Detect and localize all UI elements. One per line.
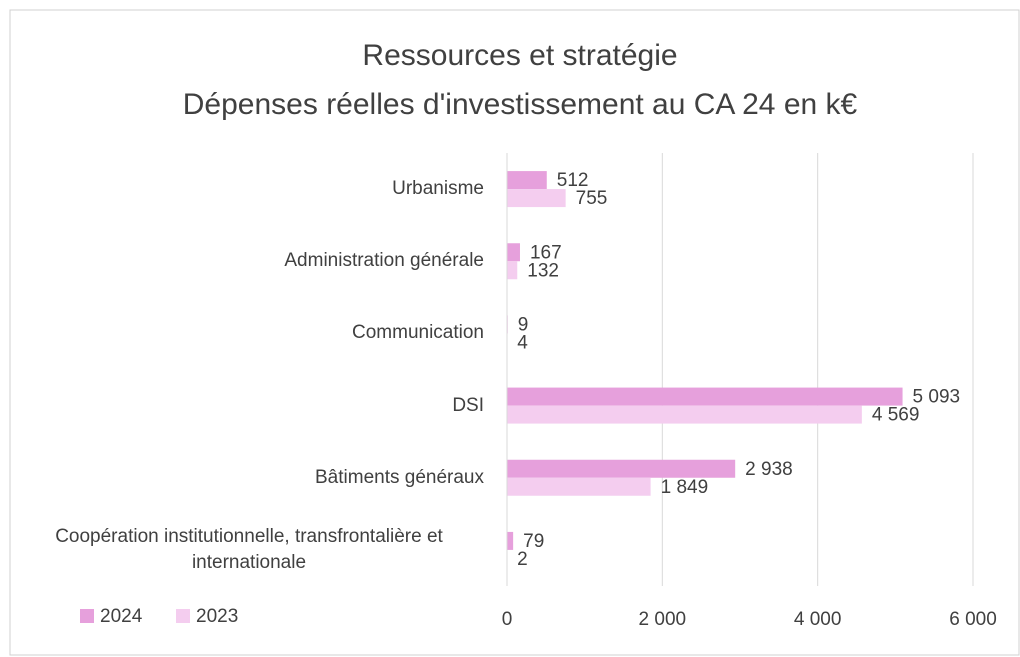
value-label: 4 569: [872, 405, 920, 426]
legend-swatch: [176, 609, 190, 623]
legend-label: 2023: [196, 606, 238, 627]
bar: [507, 261, 518, 280]
value-label: 512: [557, 170, 589, 191]
bar: [507, 189, 566, 208]
bar: [507, 171, 547, 190]
bar: [507, 459, 736, 478]
bar: [507, 387, 903, 406]
value-label: 4: [517, 332, 528, 353]
chart-title: Ressources et stratégie: [362, 39, 677, 72]
x-tick-label: 0: [502, 609, 513, 630]
x-tick-label: 6 000: [949, 609, 997, 630]
chart-frame: [9, 9, 1020, 656]
legend-label: 2024: [100, 606, 143, 627]
bar: [507, 477, 651, 496]
y-tick-label: Administration générale: [284, 250, 484, 272]
value-label: 2 938: [745, 459, 793, 480]
value-label: 1 849: [661, 477, 709, 498]
value-label: 167: [530, 242, 562, 263]
legend-swatch: [80, 609, 94, 623]
value-label: 755: [576, 188, 608, 209]
value-label: 2: [517, 549, 528, 570]
bar: [507, 531, 514, 550]
bar: [507, 243, 520, 262]
x-tick-label: 2 000: [639, 609, 687, 630]
value-label: 132: [527, 260, 559, 281]
bar: [507, 405, 862, 424]
chart-subtitle: Dépenses réelles d'investissement au CA …: [183, 88, 858, 121]
value-label: 5 093: [913, 387, 961, 408]
value-label: 79: [523, 531, 544, 552]
y-tick-label: DSI: [452, 394, 484, 416]
y-tick-label: Communication: [352, 322, 484, 344]
y-tick-label: Bâtiments généraux: [315, 466, 484, 488]
y-tick-label: Urbanisme: [392, 178, 484, 200]
y-tick-label: Coopération institutionnelle, transfront…: [55, 525, 443, 573]
x-tick-label: 4 000: [794, 609, 842, 630]
value-label: 9: [518, 314, 529, 335]
